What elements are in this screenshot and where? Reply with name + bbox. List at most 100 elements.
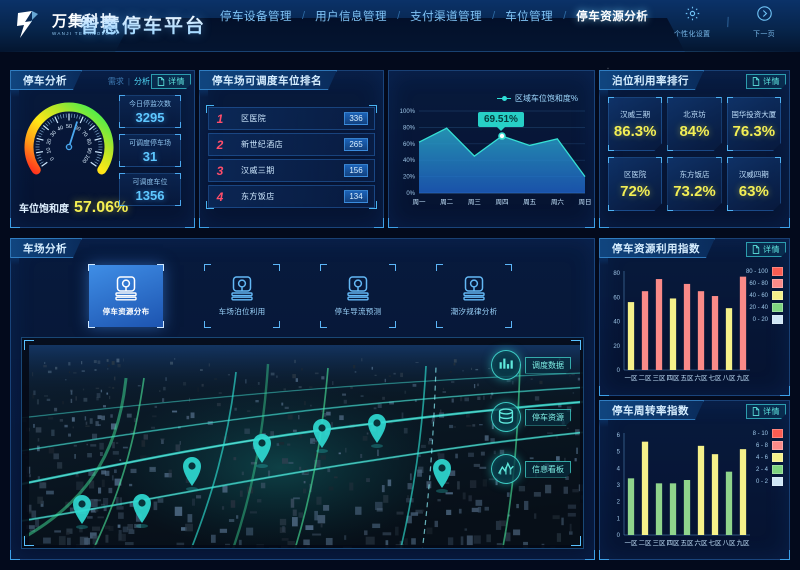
settings-button[interactable]: 个性化设置 (666, 5, 718, 39)
tab-corner (436, 264, 443, 271)
bar-chart-icon (491, 350, 521, 380)
detail-button-turnover[interactable]: 详情 (746, 404, 786, 419)
nav-item-0[interactable]: 停车设备管理 (220, 11, 292, 23)
carpark-tab-3[interactable]: 潮汐规律分析 (436, 264, 512, 328)
app-header: 万集科技 WANJI TECHNOLOGY 智慧停车平台 停车设备管理 / 用户信息… (0, 0, 800, 52)
detail-button-resource[interactable]: 详情 (746, 242, 786, 257)
document-icon (752, 403, 760, 421)
nav-item-3[interactable]: 车位管理 (505, 11, 554, 23)
tab-corner (88, 264, 95, 271)
occupancy-card[interactable]: 区医院 72% (608, 157, 662, 211)
chevron-right-circle-icon (756, 5, 773, 27)
tab-corner (320, 264, 327, 271)
legend-row[interactable]: 2 - 4 (753, 465, 783, 474)
detail-label: 详情 (763, 245, 780, 254)
svg-text:周六: 周六 (551, 197, 565, 206)
svg-text:40: 40 (57, 125, 65, 133)
bracket-tr (369, 105, 377, 113)
svg-text:60: 60 (73, 125, 81, 133)
occupancy-card-value: 76.3% (732, 122, 776, 140)
svg-text:周五: 周五 (523, 198, 537, 206)
card-corner (727, 157, 733, 163)
legend-row[interactable]: 80 - 100 (746, 267, 783, 276)
bracket-br (369, 201, 377, 209)
legend-row[interactable]: 0 - 20 (746, 315, 783, 324)
svg-text:50: 50 (66, 124, 72, 130)
header-actions: 个性化设置 \ 下一页 (666, 5, 790, 39)
tab-corner (204, 321, 211, 328)
legend-row[interactable]: 40 - 60 (746, 291, 783, 300)
map-button-2[interactable]: 信息看板 (491, 454, 571, 484)
carpark-tab-2[interactable]: 停车导流预测 (320, 264, 396, 328)
occupancy-card-value: 84% (679, 122, 710, 140)
svg-text:0: 0 (617, 368, 621, 374)
occupancy-card[interactable]: 北京坊 84% (667, 97, 721, 151)
legend-row[interactable]: 0 - 2 (753, 477, 783, 486)
detail-button-util[interactable]: 详情 (746, 74, 786, 89)
occupancy-card[interactable]: 国华投资大厦 76.3% (727, 97, 781, 151)
svg-text:5: 5 (617, 450, 621, 456)
nav-item-4[interactable]: 停车资源分析 (576, 11, 649, 23)
parking-analysis-title: 停车分析 (10, 70, 82, 90)
svg-text:二区: 二区 (639, 539, 653, 547)
occupancy-card-name: 北京坊 (683, 109, 706, 119)
rank-row[interactable]: 4 东方饭店 134 (208, 185, 375, 208)
resource-index-chart: 0 20 40 60 80 一区 二区 三区 四区 五区 六区 七区 八区 九区 (613, 271, 750, 382)
bracket-bl (206, 201, 214, 209)
legend-swatch (772, 429, 783, 438)
nav-item-2[interactable]: 支付渠道管理 (410, 11, 483, 23)
rank-row[interactable]: 1 区医院 336 (208, 107, 375, 130)
occupancy-card[interactable]: 汉威三期 86.3% (608, 97, 662, 151)
gauge-label: 车位饱和度 (19, 204, 69, 215)
demand-analysis-toggle[interactable]: 需求 | 分析 (108, 76, 150, 87)
rank-row[interactable]: 3 汉威三期 156 (208, 159, 375, 182)
nav-item-1[interactable]: 用户信息管理 (315, 11, 388, 23)
area-chart: 0% 20% 40% 60% 80% 100% 周一 周二 周三 周四 周五 周六 周日 (400, 109, 592, 206)
svg-text:60%: 60% (403, 142, 416, 148)
svg-text:一区: 一区 (625, 539, 639, 547)
stat-value: 1356 (135, 187, 165, 203)
resource-index-panel: 停车资源利用指数 详情 80 - 100 60 - 80 40 - 60 20 - 4… (599, 238, 790, 396)
card-corner (667, 145, 673, 151)
carpark-tab-1[interactable]: 车场泊位利用 (204, 264, 280, 328)
carpark-tab-0[interactable]: 停车资源分布 (88, 264, 164, 328)
map-button-1[interactable]: 停车资源 (491, 402, 571, 432)
map-button-0[interactable]: 调度数据 (491, 350, 571, 380)
carpark-tab-label: 潮汐规律分析 (450, 307, 498, 316)
occupancy-card[interactable]: 东方饭店 73.2% (667, 157, 721, 211)
legend-row[interactable]: 6 - 8 (753, 441, 783, 450)
rank-value: 336 (344, 112, 368, 125)
occupancy-card-name: 汉威三期 (620, 109, 651, 119)
legend-row[interactable]: 60 - 80 (746, 279, 783, 288)
toggle-analysis[interactable]: 分析 (134, 77, 150, 86)
parking-meter-icon (463, 276, 485, 301)
tab-corner (320, 321, 327, 328)
nav-separator: / (492, 10, 496, 22)
area-chart-tooltip: 69.51% (478, 112, 524, 131)
detail-button-parking[interactable]: 详情 (151, 74, 191, 89)
legend-row[interactable]: 4 - 6 (753, 453, 783, 462)
svg-text:0: 0 (49, 156, 56, 162)
rank-number: 1 (216, 111, 224, 126)
legend-row[interactable]: 20 - 40 (746, 303, 783, 312)
card-corner (608, 97, 614, 103)
rank-value: 156 (344, 164, 368, 177)
svg-text:4: 4 (617, 466, 621, 472)
svg-text:80: 80 (613, 271, 620, 277)
rank-row[interactable]: 2 新世纪酒店 265 (208, 133, 375, 156)
settings-label: 个性化设置 (673, 31, 711, 38)
card-corner (608, 205, 614, 211)
toggle-demand[interactable]: 需求 (107, 77, 124, 86)
header-notch (115, 18, 685, 52)
legend-row[interactable]: 8 - 10 (753, 429, 783, 438)
svg-text:七区: 七区 (709, 373, 723, 382)
city-map[interactable]: 调度数据停车资源信息看板 (21, 337, 584, 549)
svg-text:80: 80 (85, 138, 92, 145)
tab-corner (389, 264, 396, 271)
title-wing (599, 258, 608, 265)
logo-name-en: WANJI TECHNOLOGY (52, 30, 118, 36)
occupancy-card[interactable]: 汉威四期 63% (727, 157, 781, 211)
next-page-button[interactable]: 下一页 (738, 5, 790, 39)
svg-text:3: 3 (617, 483, 621, 489)
rank-name: 汉威三期 (241, 166, 275, 175)
